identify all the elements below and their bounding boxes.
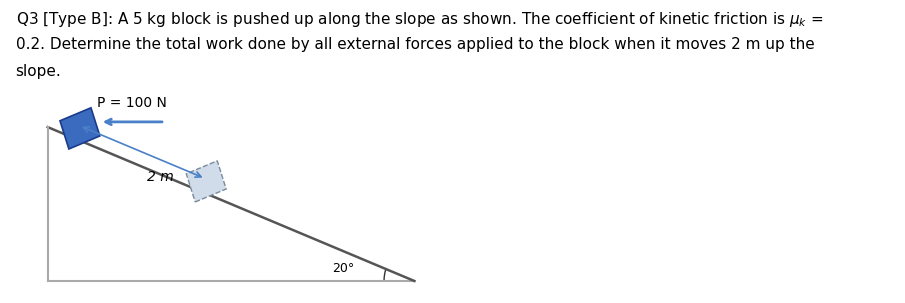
Text: P = 100 N: P = 100 N — [98, 96, 167, 110]
Text: 2 m: 2 m — [147, 170, 173, 184]
Polygon shape — [186, 161, 226, 202]
Text: slope.: slope. — [15, 64, 62, 79]
Text: 20°: 20° — [332, 262, 355, 275]
Text: 0.2. Determine the total work done by all external forces applied to the block w: 0.2. Determine the total work done by al… — [15, 37, 814, 52]
Text: Q3 [Type B]: A 5 kg block is pushed up along the slope as shown. The coefficient: Q3 [Type B]: A 5 kg block is pushed up a… — [15, 10, 824, 29]
Polygon shape — [60, 108, 100, 149]
